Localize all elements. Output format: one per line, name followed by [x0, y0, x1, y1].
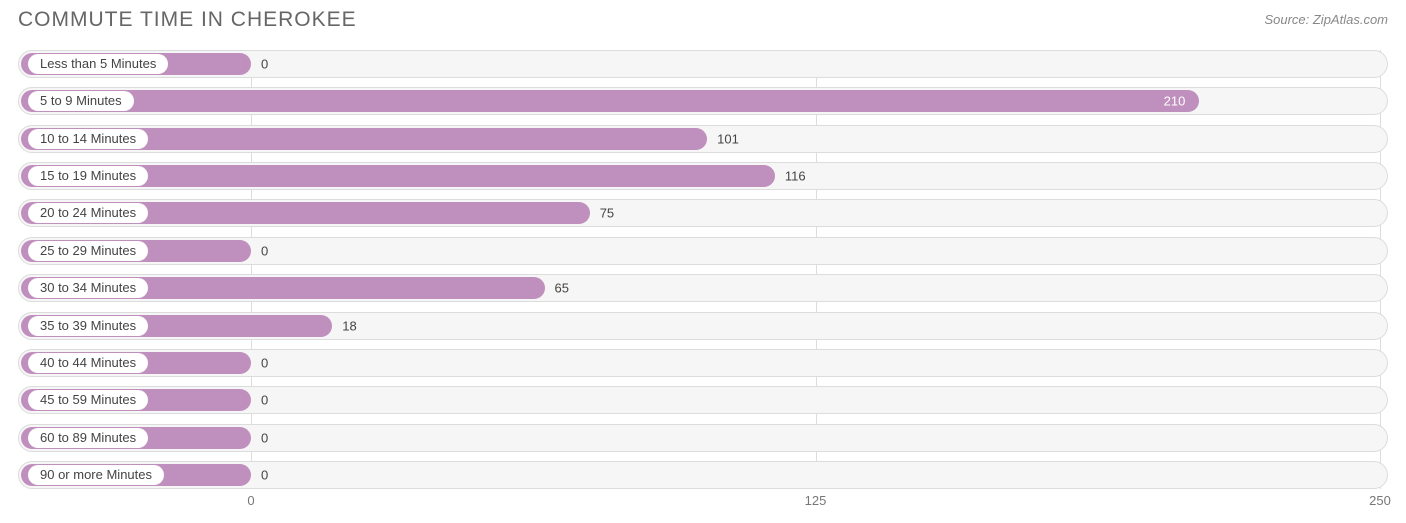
category-label: Less than 5 Minutes [28, 54, 168, 74]
bar-row: Less than 5 Minutes 0 [18, 50, 1388, 78]
x-tick: 125 [805, 493, 827, 508]
bar-row: 60 to 89 Minutes 0 [18, 424, 1388, 452]
value-label: 101 [717, 131, 739, 146]
value-label: 18 [342, 318, 356, 333]
category-label: 20 to 24 Minutes [28, 203, 148, 223]
category-label: 60 to 89 Minutes [28, 428, 148, 448]
x-tick: 250 [1369, 493, 1391, 508]
bar-row: 15 to 19 Minutes 116 [18, 162, 1388, 190]
chart-title: COMMUTE TIME IN CHEROKEE [18, 8, 357, 32]
x-axis: 0 125 250 [18, 493, 1388, 513]
category-label: 25 to 29 Minutes [28, 241, 148, 261]
value-label: 0 [261, 355, 268, 370]
bar-row: 45 to 59 Minutes 0 [18, 386, 1388, 414]
category-label: 15 to 19 Minutes [28, 166, 148, 186]
value-label: 75 [600, 206, 614, 221]
category-label: 45 to 59 Minutes [28, 390, 148, 410]
bar-row: 20 to 24 Minutes 75 [18, 199, 1388, 227]
bar-row: 25 to 29 Minutes 0 [18, 237, 1388, 265]
bar-row: 40 to 44 Minutes 0 [18, 349, 1388, 377]
source-attribution: Source: ZipAtlas.com [1264, 8, 1388, 27]
bar-row: 30 to 34 Minutes 65 [18, 274, 1388, 302]
category-label: 40 to 44 Minutes [28, 353, 148, 373]
bar [21, 90, 1199, 112]
value-label: 0 [261, 243, 268, 258]
category-label: 90 or more Minutes [28, 465, 164, 485]
bar-row: 35 to 39 Minutes 18 [18, 312, 1388, 340]
category-label: 5 to 9 Minutes [28, 91, 134, 111]
value-label: 0 [261, 430, 268, 445]
value-label: 210 [1164, 94, 1186, 109]
value-label: 0 [261, 467, 268, 482]
value-label: 0 [261, 57, 268, 72]
value-label: 65 [555, 281, 569, 296]
bar-row: 90 or more Minutes 0 [18, 461, 1388, 489]
category-label: 10 to 14 Minutes [28, 129, 148, 149]
value-label: 116 [785, 169, 806, 184]
value-label: 0 [261, 393, 268, 408]
category-label: 35 to 39 Minutes [28, 316, 148, 336]
chart-plot-area: Less than 5 Minutes 0 5 to 9 Minutes 210 10 … [18, 50, 1388, 489]
bar-row: 10 to 14 Minutes 101 [18, 125, 1388, 153]
x-tick: 0 [247, 493, 254, 508]
bar-row: 5 to 9 Minutes 210 [18, 87, 1388, 115]
bars-container: Less than 5 Minutes 0 5 to 9 Minutes 210 10 … [18, 50, 1388, 489]
category-label: 30 to 34 Minutes [28, 278, 148, 298]
